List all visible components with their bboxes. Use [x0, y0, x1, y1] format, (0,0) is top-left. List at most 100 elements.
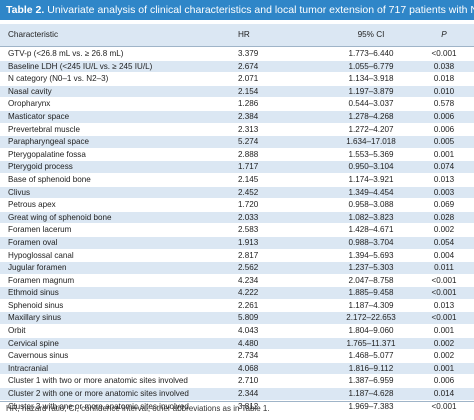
cell-p: <0.001: [431, 288, 457, 298]
cell-ci: 1.187–4.628: [348, 389, 394, 399]
cell-hr: 3.812: [238, 401, 259, 411]
cell-ci: 1.055–6.779: [348, 61, 394, 71]
cell-characteristic: Prevertebral muscle: [8, 124, 80, 134]
table-header-row: Characteristic HR 95% CI P: [0, 24, 474, 47]
table-row: N category (N0–1 vs. N2–3) 2.071 1.134–3.9…: [0, 73, 474, 86]
cell-p: 0.004: [433, 250, 455, 260]
table-footnote: HR, hazard ratio; CI, confidence interva…: [6, 404, 270, 413]
cell-hr: 5.274: [238, 137, 259, 147]
cell-ci: 1.237–5.303: [348, 263, 394, 273]
table-row: Prevertebral muscle 2.313 1.272–4.207 0.006: [0, 124, 474, 137]
table-row: Maxillary sinus 5.809 2.172–22.653 <0.001: [0, 312, 474, 326]
cell-p: 0.001: [433, 326, 455, 336]
cell-p: 0.002: [433, 351, 455, 361]
cell-hr: 2.033: [238, 212, 259, 222]
table-row: Hypoglossal canal 2.817 1.394–5.693 0.004: [0, 250, 474, 263]
cell-p: <0.001: [431, 49, 457, 58]
cell-ci: 2.172–22.653: [346, 313, 396, 323]
cell-p: 0.013: [433, 300, 455, 310]
cell-p: 0.001: [433, 149, 455, 159]
table-number: Table 2.: [6, 4, 45, 16]
cell-ci: 1.634–17.018: [346, 137, 396, 147]
cell-ci: 1.134–3.918: [348, 74, 394, 84]
cell-characteristic: Maxillary sinus: [8, 313, 62, 323]
cell-characteristic: Oropharynx: [8, 99, 51, 109]
cell-characteristic: Baseline LDH (<245 IU/L vs. ≥ 245 IU/L): [8, 61, 153, 71]
cell-characteristic: Pterygopalatine fossa: [8, 149, 86, 159]
table-row: Cluster 2 with one or more anatomic site…: [0, 388, 474, 401]
cell-characteristic: Nasal cavity: [8, 86, 52, 96]
cell-p: <0.001: [431, 401, 457, 411]
table-body: GTV-p (<26.8 mL vs. ≥ 26.8 mL) 3.379 1.773…: [0, 48, 474, 414]
cell-ci: 1.272–4.207: [348, 124, 394, 134]
cell-hr: 1.720: [238, 200, 259, 210]
table-row: Cavernous sinus 2.734 1.468–5.077 0.002: [0, 350, 474, 363]
header-ci: 95% CI: [357, 30, 385, 39]
cell-ci: 0.958–3.088: [348, 200, 394, 210]
cell-characteristic: Great wing of sphenoid bone: [8, 212, 112, 222]
cell-characteristic: Hypoglossal canal: [8, 250, 74, 260]
table-title: Univariate analysis of clinical characte…: [47, 4, 474, 16]
cell-p: 0.014: [433, 389, 455, 399]
cell-p: 0.006: [433, 124, 455, 134]
cell-hr: 2.710: [238, 376, 259, 386]
cell-p: 0.013: [433, 174, 455, 184]
cell-hr: 4.234: [238, 275, 259, 285]
cell-characteristic: Orbit: [8, 326, 26, 336]
cell-hr: 1.913: [238, 237, 259, 247]
cell-hr: 2.817: [238, 250, 259, 260]
cell-ci: 1.969–7.383: [348, 401, 394, 411]
cell-p: 0.002: [433, 338, 455, 348]
cell-ci: 2.047–8.758: [348, 275, 394, 285]
cell-characteristic: Intracranial: [8, 363, 49, 373]
cell-hr: 1.717: [238, 162, 259, 172]
cell-characteristic: Pterygoid process: [8, 162, 73, 172]
cell-p: 0.018: [433, 74, 455, 84]
cell-ci: 1.804–9.060: [348, 326, 394, 336]
cell-hr: 2.145: [238, 174, 259, 184]
cell-ci: 1.197–3.879: [348, 86, 394, 96]
cell-hr: 4.043: [238, 326, 259, 336]
cell-p: <0.001: [431, 275, 457, 285]
results-table: Characteristic HR 95% CI P GTV-p (<26.8 …: [0, 24, 474, 414]
cell-p: 0.002: [433, 225, 455, 235]
table-row: Cluster 3 with one or more anatomic site…: [0, 401, 474, 414]
table-row: Clivus 2.452 1.349–4.454 0.003: [0, 186, 474, 200]
cell-ci: 1.187–4.309: [348, 300, 394, 310]
cell-hr: 5.809: [238, 313, 259, 323]
table-row: Nasal cavity 2.154 1.197–3.879 0.010: [0, 85, 474, 99]
table-row: Foramen lacerum 2.583 1.428–4.671 0.002: [0, 224, 474, 237]
cell-characteristic: Base of sphenoid bone: [8, 174, 91, 184]
table-row: Sphenoid sinus 2.261 1.187–4.309 0.013: [0, 300, 474, 313]
cell-characteristic: Cavernous sinus: [8, 351, 69, 361]
table-caption: Table 2. Univariate analysis of clinical…: [0, 0, 474, 20]
table-row: Baseline LDH (<245 IU/L vs. ≥ 245 IU/L) 2…: [0, 60, 474, 74]
cell-p: 0.011: [434, 263, 454, 273]
cell-hr: 2.261: [238, 300, 259, 310]
header-characteristic: Characteristic: [8, 30, 59, 39]
cell-characteristic: Foramen magnum: [8, 275, 75, 285]
cell-characteristic: Clivus: [8, 187, 31, 197]
cell-p: 0.010: [433, 86, 455, 96]
table-row: Jugular foramen 2.562 1.237–5.303 0.011: [0, 262, 474, 275]
cell-ci: 1.394–5.693: [348, 250, 394, 260]
table-row: Cervical spine 4.480 1.765–11.371 0.002: [0, 337, 474, 351]
cell-hr: 2.344: [238, 389, 259, 399]
cell-hr: 2.674: [238, 61, 259, 71]
header-hr: HR: [238, 30, 250, 39]
cell-ci: 1.468–5.077: [348, 351, 394, 361]
cell-hr: 2.071: [238, 74, 259, 84]
cell-characteristic: N category (N0–1 vs. N2–3): [8, 74, 109, 84]
cell-p: 0.003: [433, 187, 455, 197]
cell-p: 0.054: [433, 237, 455, 247]
table-row: Pterygoid process 1.717 0.950–3.104 0.074: [0, 161, 474, 174]
cell-p: 0.028: [433, 212, 455, 222]
cell-p: <0.001: [431, 313, 457, 323]
cell-characteristic: GTV-p (<26.8 mL vs. ≥ 26.8 mL): [8, 49, 124, 58]
cell-characteristic: Cluster 2 with one or more anatomic site…: [8, 389, 189, 399]
cell-ci: 0.544–3.037: [348, 99, 394, 109]
cell-ci: 1.082–3.823: [348, 212, 394, 222]
cell-p: 0.578: [433, 99, 455, 109]
table-row: Foramen magnum 4.234 2.047–8.758 <0.001: [0, 275, 474, 288]
table-row: Intracranial 4.068 1.816–9.112 0.001: [0, 362, 474, 376]
